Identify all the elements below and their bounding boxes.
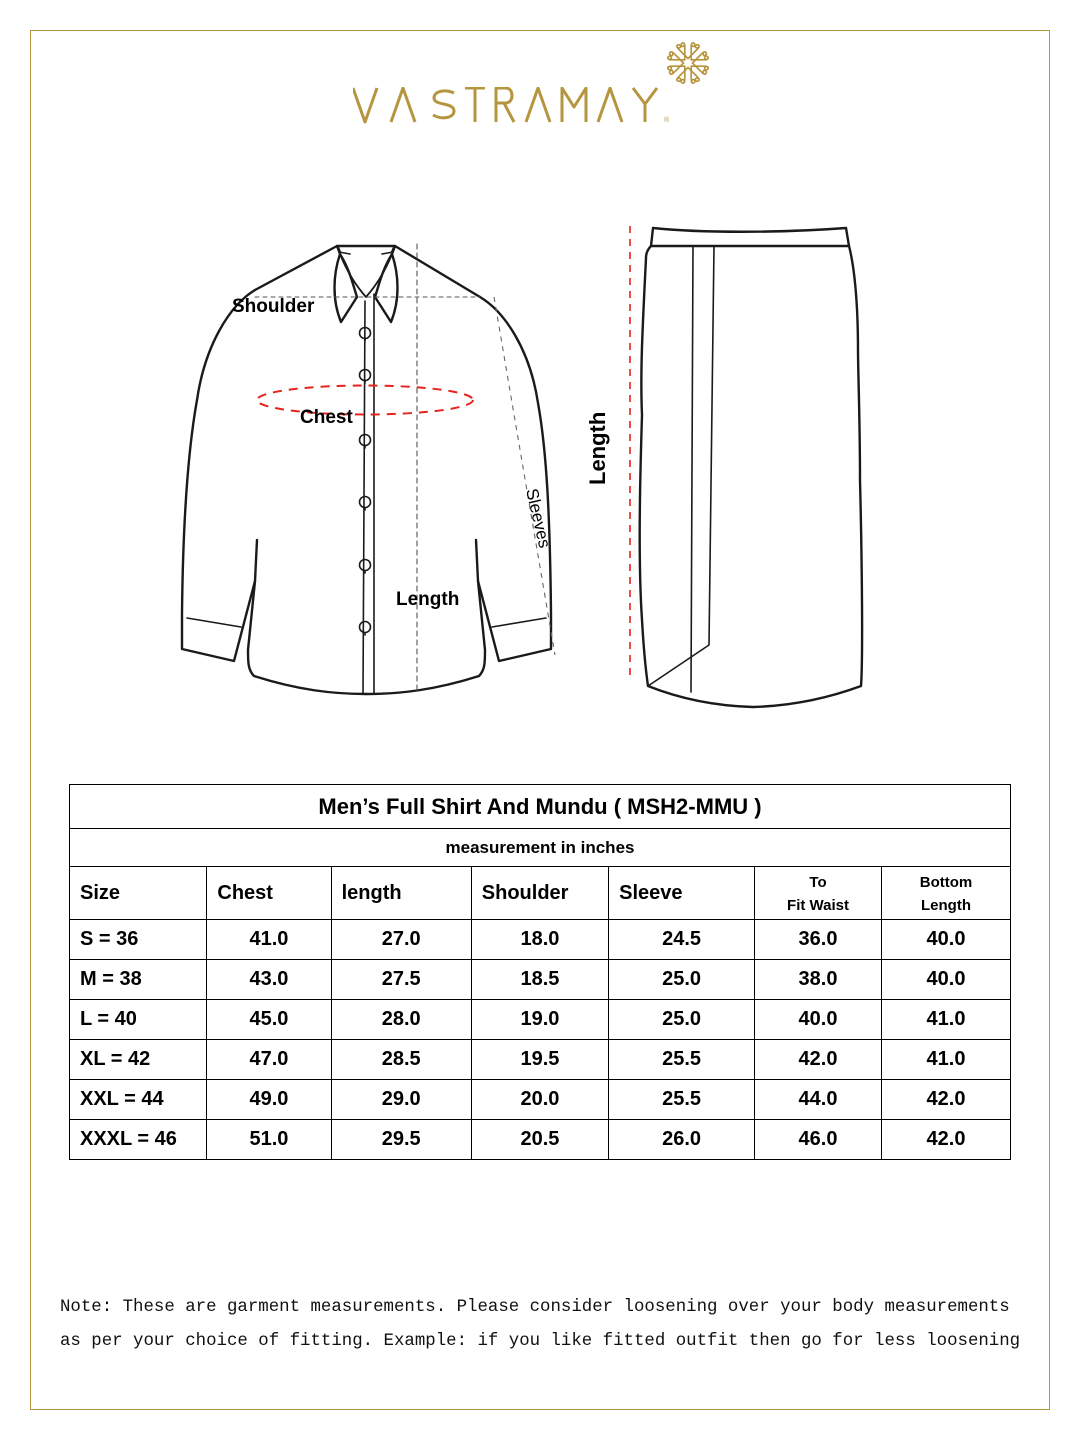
svg-text:Length: Length [585, 412, 610, 485]
